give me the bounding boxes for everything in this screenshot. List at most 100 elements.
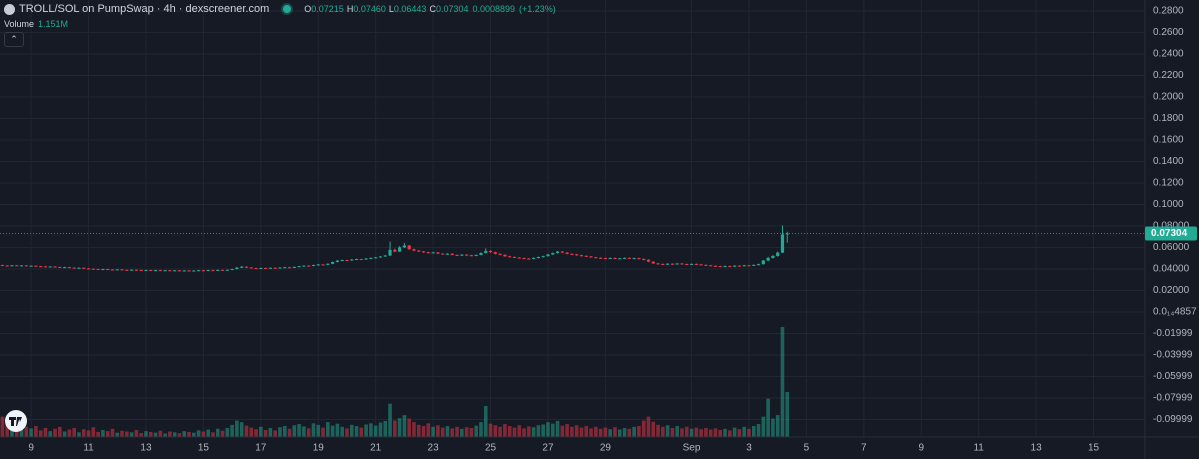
candle-body xyxy=(441,253,445,255)
volume-bar xyxy=(393,420,397,437)
volume-bar xyxy=(239,422,244,437)
volume-bar xyxy=(38,430,43,437)
volume-bar xyxy=(488,423,493,437)
candle-body xyxy=(43,266,48,268)
volume-bar xyxy=(632,426,636,437)
collapse-button[interactable]: ⌃ xyxy=(4,32,24,47)
y-tick-label: -0.03999 xyxy=(1153,350,1193,361)
candle-body xyxy=(431,252,435,254)
volume-bar xyxy=(215,428,220,437)
x-tick-label: 25 xyxy=(485,443,497,454)
volume-bar xyxy=(359,427,364,437)
volume-bar xyxy=(139,433,143,437)
legend-value: 0.07304 xyxy=(435,4,469,14)
volume-bar xyxy=(723,428,727,437)
volume-bar xyxy=(297,424,301,437)
volume-bar xyxy=(455,426,459,437)
candle-body xyxy=(637,258,641,260)
token-icon xyxy=(4,3,15,15)
volume-bar xyxy=(196,430,201,437)
x-tick-label: 7 xyxy=(861,443,867,454)
volume-bar xyxy=(622,427,627,437)
candle-body xyxy=(484,250,488,253)
volume-bar xyxy=(637,426,641,437)
volume-bar xyxy=(594,426,598,437)
candle-body xyxy=(589,256,593,258)
volume-bar xyxy=(259,426,263,437)
candle-body xyxy=(699,264,703,266)
x-tick-label: 15 xyxy=(198,443,210,454)
volume-bar xyxy=(220,430,225,437)
candle-body xyxy=(666,263,670,265)
candle-body xyxy=(532,257,536,259)
candle-body xyxy=(689,263,694,265)
candle-body xyxy=(249,267,253,269)
candle-body xyxy=(211,270,215,272)
volume-bar xyxy=(541,424,545,437)
candle-body xyxy=(603,258,608,260)
volume-bar xyxy=(321,427,325,437)
y-tick-label: 0.06000 xyxy=(1153,242,1190,253)
candle-body xyxy=(53,266,57,268)
volume-bar xyxy=(373,425,378,437)
candle-body xyxy=(63,267,67,269)
candle-body xyxy=(292,266,296,268)
volume-bar xyxy=(742,426,746,437)
x-tick-label: Sep xyxy=(683,443,701,454)
candle-body xyxy=(354,259,359,261)
x-tick-label: 11 xyxy=(973,443,984,454)
candle-body xyxy=(307,265,311,267)
candle-body xyxy=(24,265,28,267)
volume-bar xyxy=(383,420,388,437)
volume-bar xyxy=(72,427,76,437)
x-tick-label: 21 xyxy=(370,443,382,454)
volume-bar xyxy=(292,425,297,437)
last-price-tag xyxy=(1145,226,1197,241)
volume-bar xyxy=(756,424,761,437)
candle-body xyxy=(378,256,383,258)
y-tick-label: 0.1400 xyxy=(1153,156,1184,167)
candle-body xyxy=(656,263,660,265)
volume-bar xyxy=(531,427,536,437)
volume-bar xyxy=(397,418,402,437)
volume-bar xyxy=(464,427,469,437)
candle-body xyxy=(96,268,100,270)
volume-bar xyxy=(230,424,234,437)
volume-bar xyxy=(589,428,593,437)
y-tick-label: 0.04000 xyxy=(1153,264,1190,275)
candle-body xyxy=(622,257,627,259)
volume-bar xyxy=(349,424,354,437)
volume-bar xyxy=(713,428,718,437)
candle-body xyxy=(182,270,186,272)
legend-value: 0.06443 xyxy=(393,4,427,14)
volume-bar xyxy=(77,432,81,437)
volume-bar xyxy=(665,425,670,437)
candle-body xyxy=(608,258,612,260)
volume-bar xyxy=(536,425,541,437)
candle-body xyxy=(163,270,167,272)
volume-bar xyxy=(732,427,737,437)
volume-bar xyxy=(402,415,407,437)
volume-bar xyxy=(326,422,330,437)
candle-body xyxy=(546,254,550,257)
candle-body xyxy=(388,249,392,256)
candle-body xyxy=(618,258,622,260)
volume-bar xyxy=(780,327,785,437)
candle-body xyxy=(728,266,732,268)
candle-body xyxy=(761,260,765,265)
candle-body xyxy=(474,254,478,256)
candle-body xyxy=(254,268,258,270)
volume-bar xyxy=(316,424,321,437)
volume-bar xyxy=(718,429,723,437)
candle-body xyxy=(661,263,665,265)
candle-body xyxy=(48,266,52,268)
candle-body xyxy=(364,258,368,260)
volume-bar xyxy=(483,406,488,437)
candle-body xyxy=(134,269,138,271)
volume-bar xyxy=(177,433,182,437)
candle-body xyxy=(273,267,277,269)
volume-bar xyxy=(91,427,96,437)
candle-body xyxy=(374,257,378,259)
candle-body xyxy=(465,254,469,256)
candle-body xyxy=(747,265,751,267)
